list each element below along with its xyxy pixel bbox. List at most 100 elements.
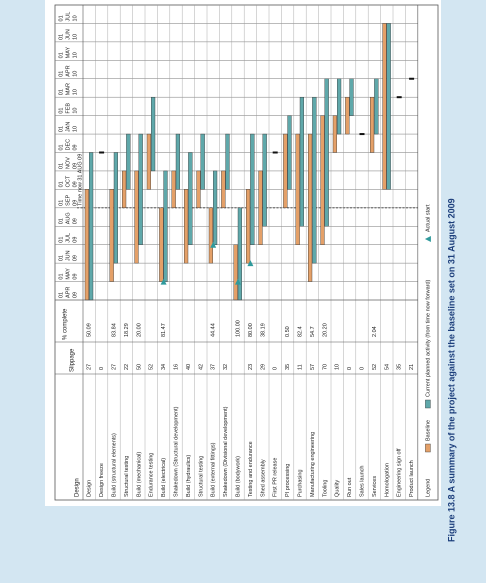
month-label: 09 bbox=[72, 255, 78, 261]
month-label: SEP bbox=[65, 194, 71, 205]
legend-baseline-swatch bbox=[425, 443, 431, 453]
task-name: Testing and endurance bbox=[248, 441, 254, 497]
task-name: PI processing bbox=[285, 464, 291, 497]
month-label: MAR bbox=[65, 83, 71, 95]
percent-complete: 82.4 bbox=[297, 326, 303, 337]
task-name: Structural testing bbox=[198, 456, 204, 497]
current-bar bbox=[138, 133, 143, 245]
baseline-bar bbox=[345, 96, 350, 135]
baseline-bar bbox=[146, 133, 151, 190]
task-name: Product launch bbox=[409, 460, 415, 497]
percent-complete: 100.00 bbox=[235, 320, 241, 337]
task-name: Build (bodywork) bbox=[235, 456, 241, 497]
month-label: JAN bbox=[65, 122, 71, 132]
page-panel bbox=[45, 0, 441, 506]
slippage: 29 bbox=[260, 364, 266, 370]
month-label: 01 bbox=[58, 71, 64, 77]
task-name: Manufacturing engineering bbox=[310, 432, 316, 497]
baseline-bar bbox=[320, 115, 325, 245]
current-bar bbox=[337, 78, 342, 135]
month-label: MAY bbox=[65, 268, 71, 280]
slippage: 42 bbox=[198, 364, 204, 370]
month-label: 01 bbox=[58, 237, 64, 243]
month-label: 01 bbox=[58, 163, 64, 169]
percent-complete: 50.09 bbox=[87, 323, 93, 337]
baseline-bar bbox=[121, 170, 127, 209]
month-label: 09 bbox=[72, 273, 78, 279]
month-label: 09 bbox=[72, 237, 78, 243]
month-label: 09 bbox=[72, 292, 78, 298]
month-label: 10 bbox=[72, 52, 78, 58]
month-label: MAY bbox=[65, 46, 71, 58]
task-name: Build (electrical) bbox=[161, 458, 167, 497]
slippage: 0 bbox=[347, 367, 353, 370]
slippage-header: Slippage bbox=[70, 348, 76, 372]
month-label: 10 bbox=[72, 34, 78, 40]
task-name: Purchasing bbox=[297, 469, 303, 497]
month-label: 10 bbox=[72, 15, 78, 21]
current-bar bbox=[287, 115, 292, 190]
percent-complete: 20.20 bbox=[322, 323, 328, 337]
baseline-bar bbox=[171, 170, 176, 209]
legend-current: Current planned activity (from time now … bbox=[425, 279, 431, 397]
task-header: Design bbox=[75, 478, 81, 497]
current-bar bbox=[113, 152, 118, 264]
task-name: Structural testing bbox=[124, 456, 130, 497]
month-label: JUN bbox=[65, 29, 71, 40]
legend-actual-marker bbox=[424, 236, 431, 242]
task-name: Services bbox=[372, 476, 378, 497]
caption: Figure 13.8 A summary of the project aga… bbox=[446, 198, 456, 542]
task-name: Shakedown (Divisional development) bbox=[223, 406, 229, 497]
current-bar bbox=[324, 78, 329, 227]
slippage: 57 bbox=[310, 364, 316, 370]
slippage: 52 bbox=[149, 364, 155, 370]
slippage: 16 bbox=[173, 364, 179, 370]
current-bar bbox=[225, 133, 230, 190]
month-label: 01 bbox=[58, 218, 64, 224]
task-name: Homologation bbox=[384, 463, 390, 497]
baseline-bar bbox=[332, 115, 337, 153]
month-label: 01 bbox=[58, 292, 64, 298]
baseline-bar bbox=[134, 170, 139, 264]
current-bar bbox=[150, 96, 156, 172]
task-name: Run out bbox=[347, 477, 353, 497]
baseline-bar bbox=[183, 189, 189, 264]
slippage: 35 bbox=[397, 364, 403, 370]
baseline-bar bbox=[370, 96, 375, 153]
percent-complete: 0.50 bbox=[285, 326, 291, 337]
month-label: 01 bbox=[58, 144, 64, 150]
slippage: 0 bbox=[273, 367, 279, 370]
baseline-bar bbox=[233, 244, 238, 301]
baseline-bar bbox=[84, 189, 89, 301]
current-bar bbox=[175, 133, 180, 190]
slippage: 70 bbox=[322, 364, 328, 370]
current-bar bbox=[212, 170, 218, 245]
slippage: 37 bbox=[211, 364, 217, 370]
task-name: First PR release bbox=[273, 458, 279, 497]
percent-complete: 44.44 bbox=[211, 323, 217, 337]
current-bar bbox=[374, 78, 379, 135]
percent-complete: 81.47 bbox=[161, 323, 167, 337]
slippage: 54 bbox=[384, 364, 390, 370]
month-label: APR bbox=[65, 287, 71, 298]
month-label: 01 bbox=[58, 52, 64, 58]
month-label: NOV bbox=[65, 157, 71, 169]
month-label: FEB bbox=[65, 103, 71, 114]
month-label: 09 bbox=[72, 163, 78, 169]
legend-title: Legend bbox=[425, 479, 431, 497]
slippage: 22 bbox=[124, 364, 130, 370]
slippage: 23 bbox=[248, 364, 254, 370]
baseline-bar bbox=[258, 170, 263, 245]
current-bar bbox=[262, 133, 267, 227]
baseline-bar bbox=[221, 170, 226, 209]
slippage: 40 bbox=[186, 364, 192, 370]
table-frame bbox=[54, 4, 439, 501]
milestone bbox=[272, 151, 278, 154]
month-label: AUG bbox=[65, 212, 71, 224]
baseline-bar bbox=[159, 207, 164, 282]
percent-complete: 18.29 bbox=[124, 323, 130, 337]
percent-complete: 20.00 bbox=[136, 323, 142, 337]
month-label: JUL bbox=[65, 12, 71, 22]
